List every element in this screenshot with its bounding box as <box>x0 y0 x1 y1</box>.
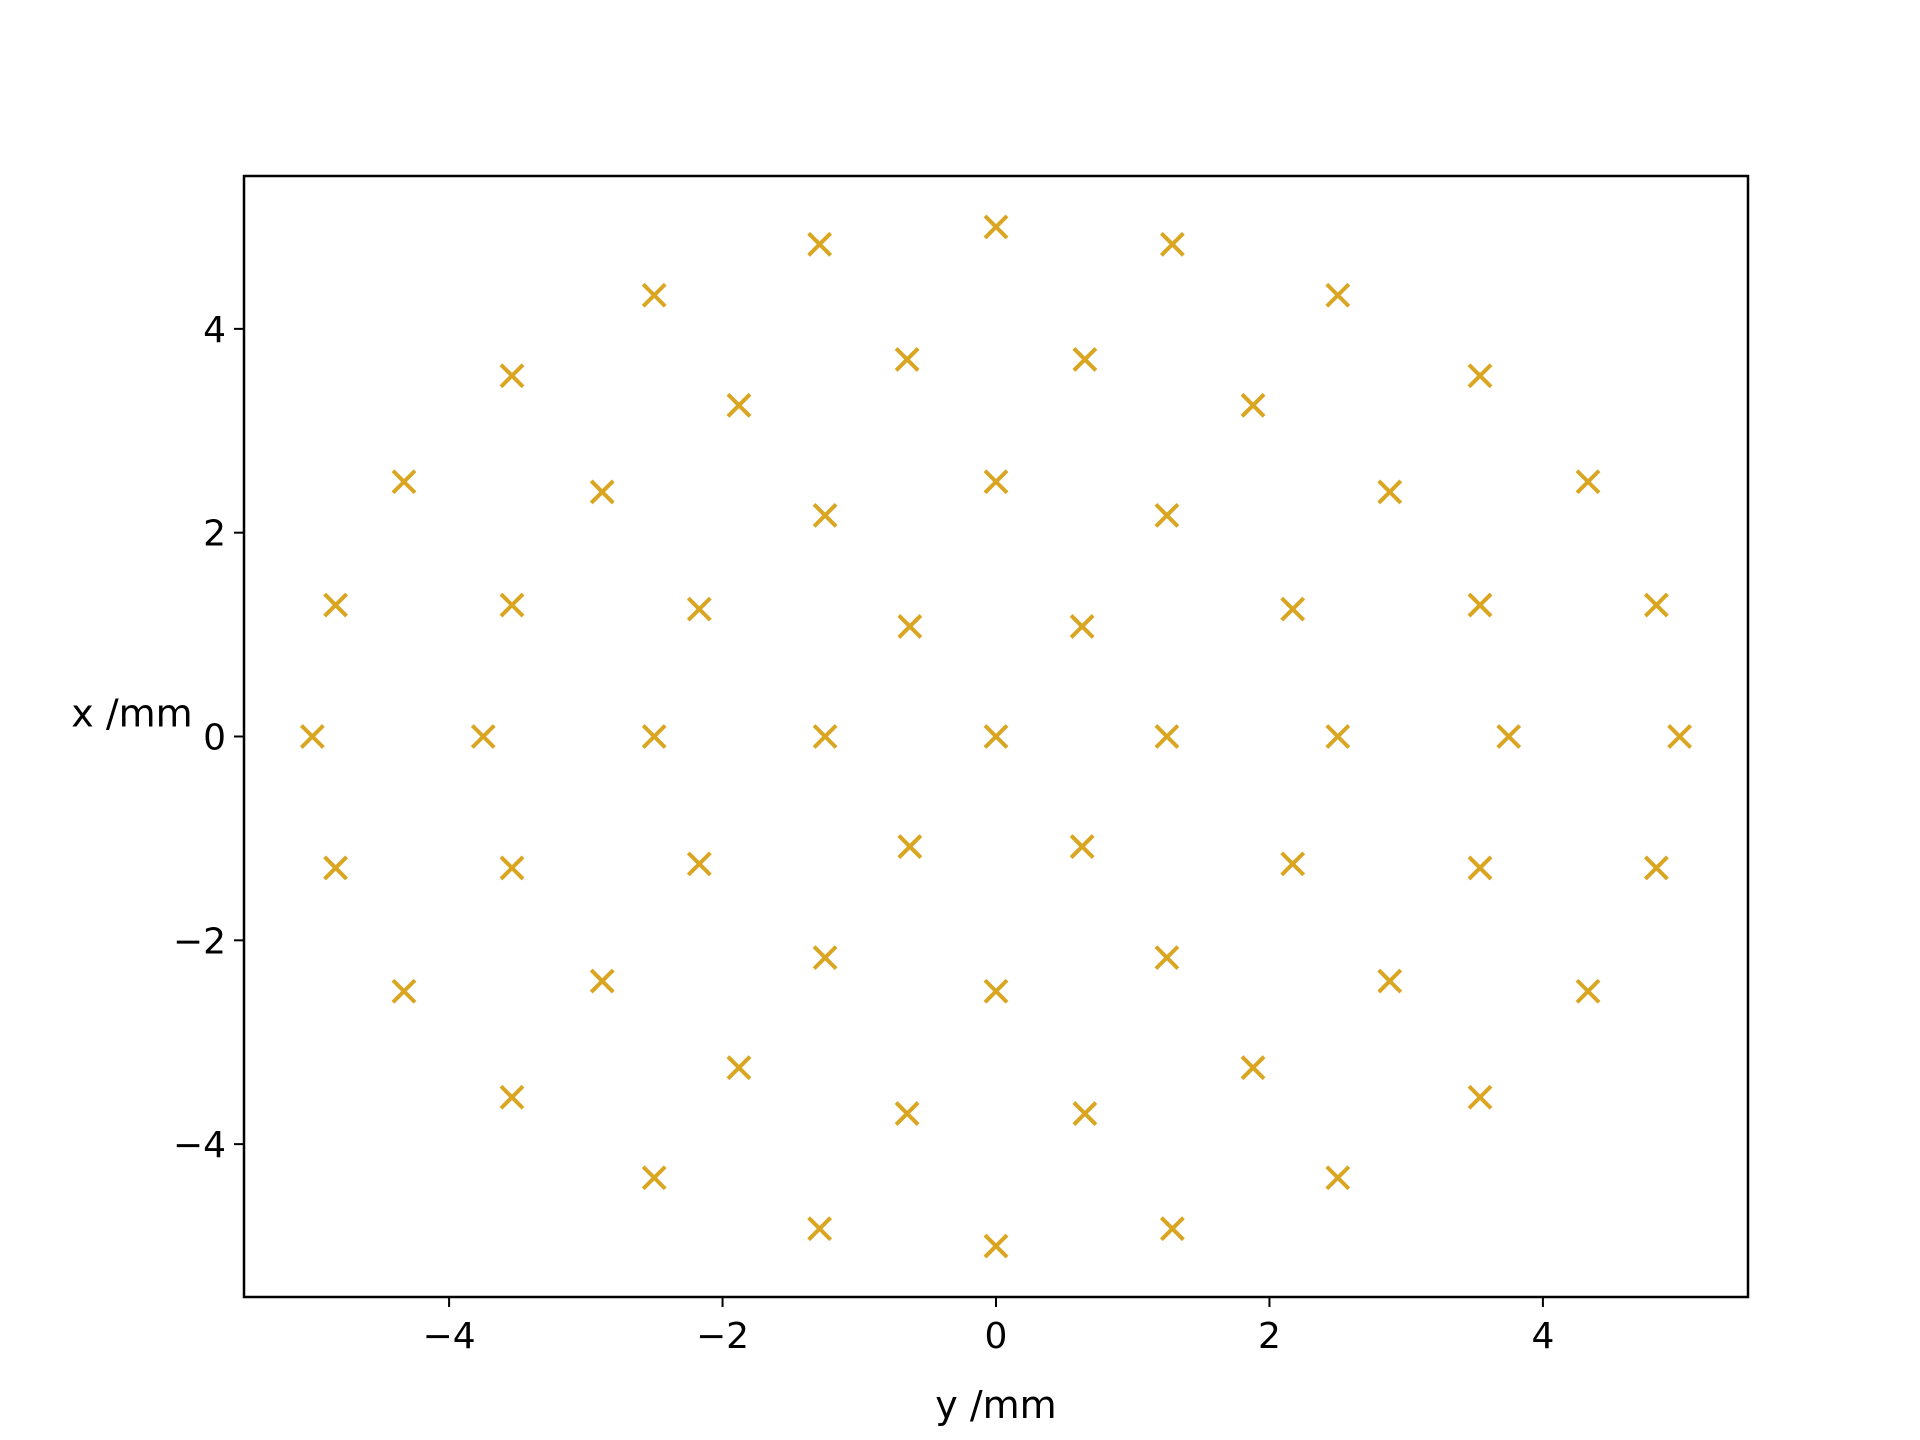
data-point <box>1240 1055 1266 1081</box>
data-point <box>1575 469 1601 495</box>
data-point <box>641 724 667 749</box>
y-tick-label: −4 <box>173 1125 226 1166</box>
data-point <box>1240 392 1266 418</box>
data-point <box>1280 851 1306 877</box>
data-point <box>1377 479 1403 505</box>
data-point <box>812 724 838 749</box>
x-tick-label: 0 <box>985 1316 1008 1357</box>
data-point <box>499 592 525 618</box>
data-point <box>499 855 525 881</box>
data-point <box>391 978 417 1004</box>
data-point <box>499 1084 525 1110</box>
x-tick-label: −4 <box>423 1316 476 1357</box>
data-point <box>983 724 1009 749</box>
data-point <box>983 1233 1009 1259</box>
data-point <box>1643 592 1669 618</box>
data-point <box>1643 855 1669 881</box>
y-axis-label: x /mm <box>71 692 192 736</box>
data-point <box>1069 834 1095 859</box>
x-tick-label: −2 <box>696 1316 749 1357</box>
y-tick-label: 2 <box>203 514 226 555</box>
data-point <box>894 347 920 372</box>
data-point <box>897 614 923 639</box>
data-point <box>1159 1216 1185 1242</box>
data-point <box>299 724 325 749</box>
data-point <box>686 596 712 622</box>
data-point <box>641 1165 667 1191</box>
data-point <box>589 479 615 505</box>
x-tick-label: 2 <box>1258 1316 1281 1357</box>
data-point <box>1467 592 1493 618</box>
data-point <box>1377 968 1403 994</box>
data-point <box>499 363 525 389</box>
data-point <box>812 502 838 528</box>
data-point <box>323 855 349 881</box>
data-point <box>983 214 1009 240</box>
data-markers <box>299 214 1693 1259</box>
data-point <box>323 592 349 618</box>
data-point <box>1280 596 1306 622</box>
data-point <box>1159 231 1185 257</box>
data-point <box>897 834 923 859</box>
data-point <box>641 282 667 308</box>
data-point <box>807 231 833 257</box>
data-point <box>1325 1165 1351 1191</box>
data-point <box>807 1216 833 1242</box>
data-point <box>391 469 417 495</box>
y-tick-label: 4 <box>203 310 226 351</box>
data-point <box>1575 978 1601 1004</box>
data-point <box>726 1055 752 1081</box>
data-point <box>1325 724 1351 749</box>
data-point <box>470 724 496 749</box>
data-point <box>589 968 615 994</box>
data-point <box>1667 724 1693 749</box>
x-axis-label: y /mm <box>935 1383 1056 1427</box>
data-point <box>1496 724 1522 749</box>
data-point <box>1467 1084 1493 1110</box>
y-tick-label: −2 <box>173 921 226 962</box>
data-point <box>686 851 712 877</box>
data-point <box>1154 502 1180 528</box>
data-point <box>812 945 838 971</box>
data-point <box>1467 855 1493 881</box>
data-point <box>726 392 752 418</box>
data-point <box>1072 347 1098 372</box>
y-tick-label: 0 <box>203 718 226 759</box>
y-axis-ticks: 4 2 0 −2 −4 <box>173 310 244 1166</box>
data-point <box>983 978 1009 1004</box>
data-point <box>894 1101 920 1126</box>
plot-area-frame <box>242 174 1750 1299</box>
data-point <box>1154 945 1180 971</box>
x-tick-label: 4 <box>1531 1316 1554 1357</box>
data-point <box>1467 363 1493 389</box>
data-point <box>983 469 1009 495</box>
x-axis-ticks: −4 −2 0 2 4 <box>423 1297 1554 1357</box>
data-point <box>1325 282 1351 308</box>
data-point <box>1069 614 1095 639</box>
data-point <box>1072 1101 1098 1126</box>
data-point <box>1154 724 1180 749</box>
